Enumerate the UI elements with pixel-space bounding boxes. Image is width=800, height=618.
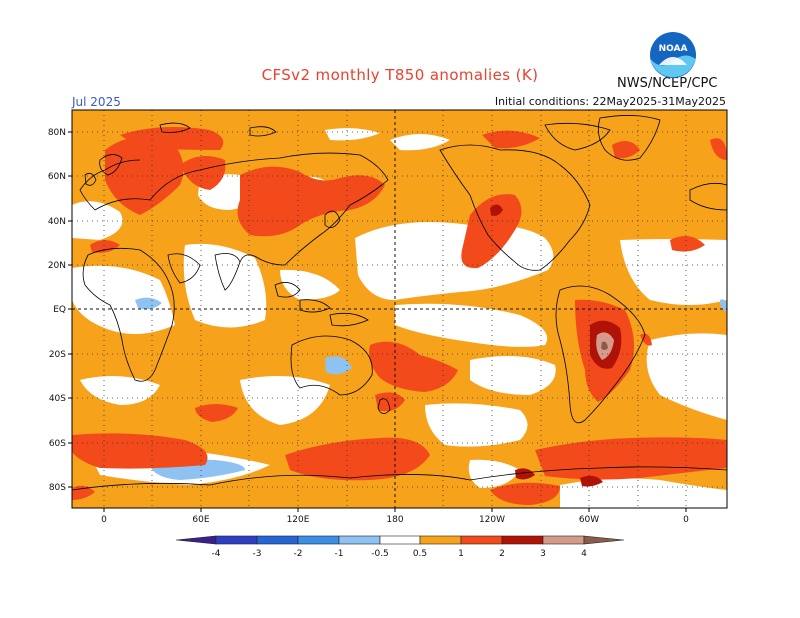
colorbar-bin [215, 535, 258, 545]
lon-ticks [103, 508, 687, 512]
svg-text:NOAA: NOAA [659, 44, 688, 54]
lon-label: 0 [101, 515, 107, 525]
lat-label: 60N [48, 172, 66, 182]
peak-warm-anomaly-region [601, 341, 608, 350]
colorbar-label: 2 [499, 549, 505, 559]
colorbar-arrow-left [175, 535, 217, 545]
colorbar-bin [501, 535, 544, 545]
cold-anomaly-regions [135, 297, 727, 480]
colorbar-bin [419, 535, 462, 545]
lat-ticks [68, 131, 72, 488]
lat-label: EQ [53, 305, 66, 315]
colorbar-label: -0.5 [371, 549, 389, 559]
colorbar-label: 1 [458, 549, 464, 559]
lead-month-label: Jul 2025 [72, 95, 121, 109]
colorbar-label: -3 [253, 549, 262, 559]
lon-label: 120E [287, 515, 310, 525]
colorbar-bin [379, 535, 421, 545]
colorbar-bin [256, 535, 299, 545]
colorbar-bin [297, 535, 340, 545]
equator-dateline-lines [72, 110, 727, 508]
lon-label: 180 [386, 515, 403, 525]
agency-label: NWS/NCEP/CPC [617, 76, 718, 91]
coastlines [72, 115, 727, 491]
lon-label: 120W [479, 515, 505, 525]
lat-label: 60S [49, 439, 66, 449]
colorbar-bin [338, 535, 381, 545]
initial-conditions-label: Initial conditions: 22May2025-31May2025 [494, 95, 726, 108]
colorbar-label: -1 [335, 549, 344, 559]
lat-label: 40N [48, 217, 66, 227]
colorbar-label: 4 [581, 549, 587, 559]
lon-label: 60W [579, 515, 599, 525]
colorbar-bin [460, 535, 503, 545]
colorbar-label: 0.5 [413, 549, 427, 559]
lat-label: 80N [48, 128, 66, 138]
colorbar-arrow-right [583, 535, 625, 545]
colorbar-bin [542, 535, 585, 545]
lat-label: 20N [48, 261, 66, 271]
map-title: CFSv2 monthly T850 anomalies (K) [261, 66, 539, 84]
lat-label: 40S [49, 394, 66, 404]
noaa-logo-icon: NOAA [650, 32, 696, 78]
colorbar-label: 3 [540, 549, 546, 559]
lon-label: 60E [192, 515, 209, 525]
map-gridlines [72, 110, 727, 508]
lat-label: 80S [49, 483, 66, 493]
colorbar [175, 535, 625, 545]
lat-label: 20S [49, 350, 66, 360]
colorbar-label: -4 [212, 549, 221, 559]
lon-label: 0 [683, 515, 689, 525]
colorbar-label: -2 [294, 549, 303, 559]
